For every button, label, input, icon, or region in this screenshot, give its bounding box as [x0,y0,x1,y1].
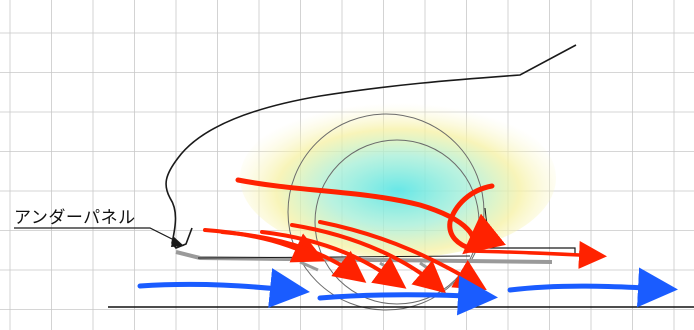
label-underline [14,227,179,243]
label-leader [14,227,184,247]
red-flow-arrow [290,223,447,294]
blue-airflow [137,267,678,316]
red-flow-arrow [235,177,506,255]
red-flow-arrow [447,183,495,252]
red-flow-arrow [468,240,607,269]
blue-flow-arrow [507,267,678,308]
under-panel-label: アンダーパネル [14,208,136,228]
arrowhead-icon [171,236,184,247]
red-flow-arrow [260,230,407,289]
tire-outer [287,113,485,311]
blue-flow-arrow [137,268,310,308]
car-body-outline [165,44,577,249]
red-flow-arrow [220,230,367,283]
blue-flow-arrow [317,275,498,316]
